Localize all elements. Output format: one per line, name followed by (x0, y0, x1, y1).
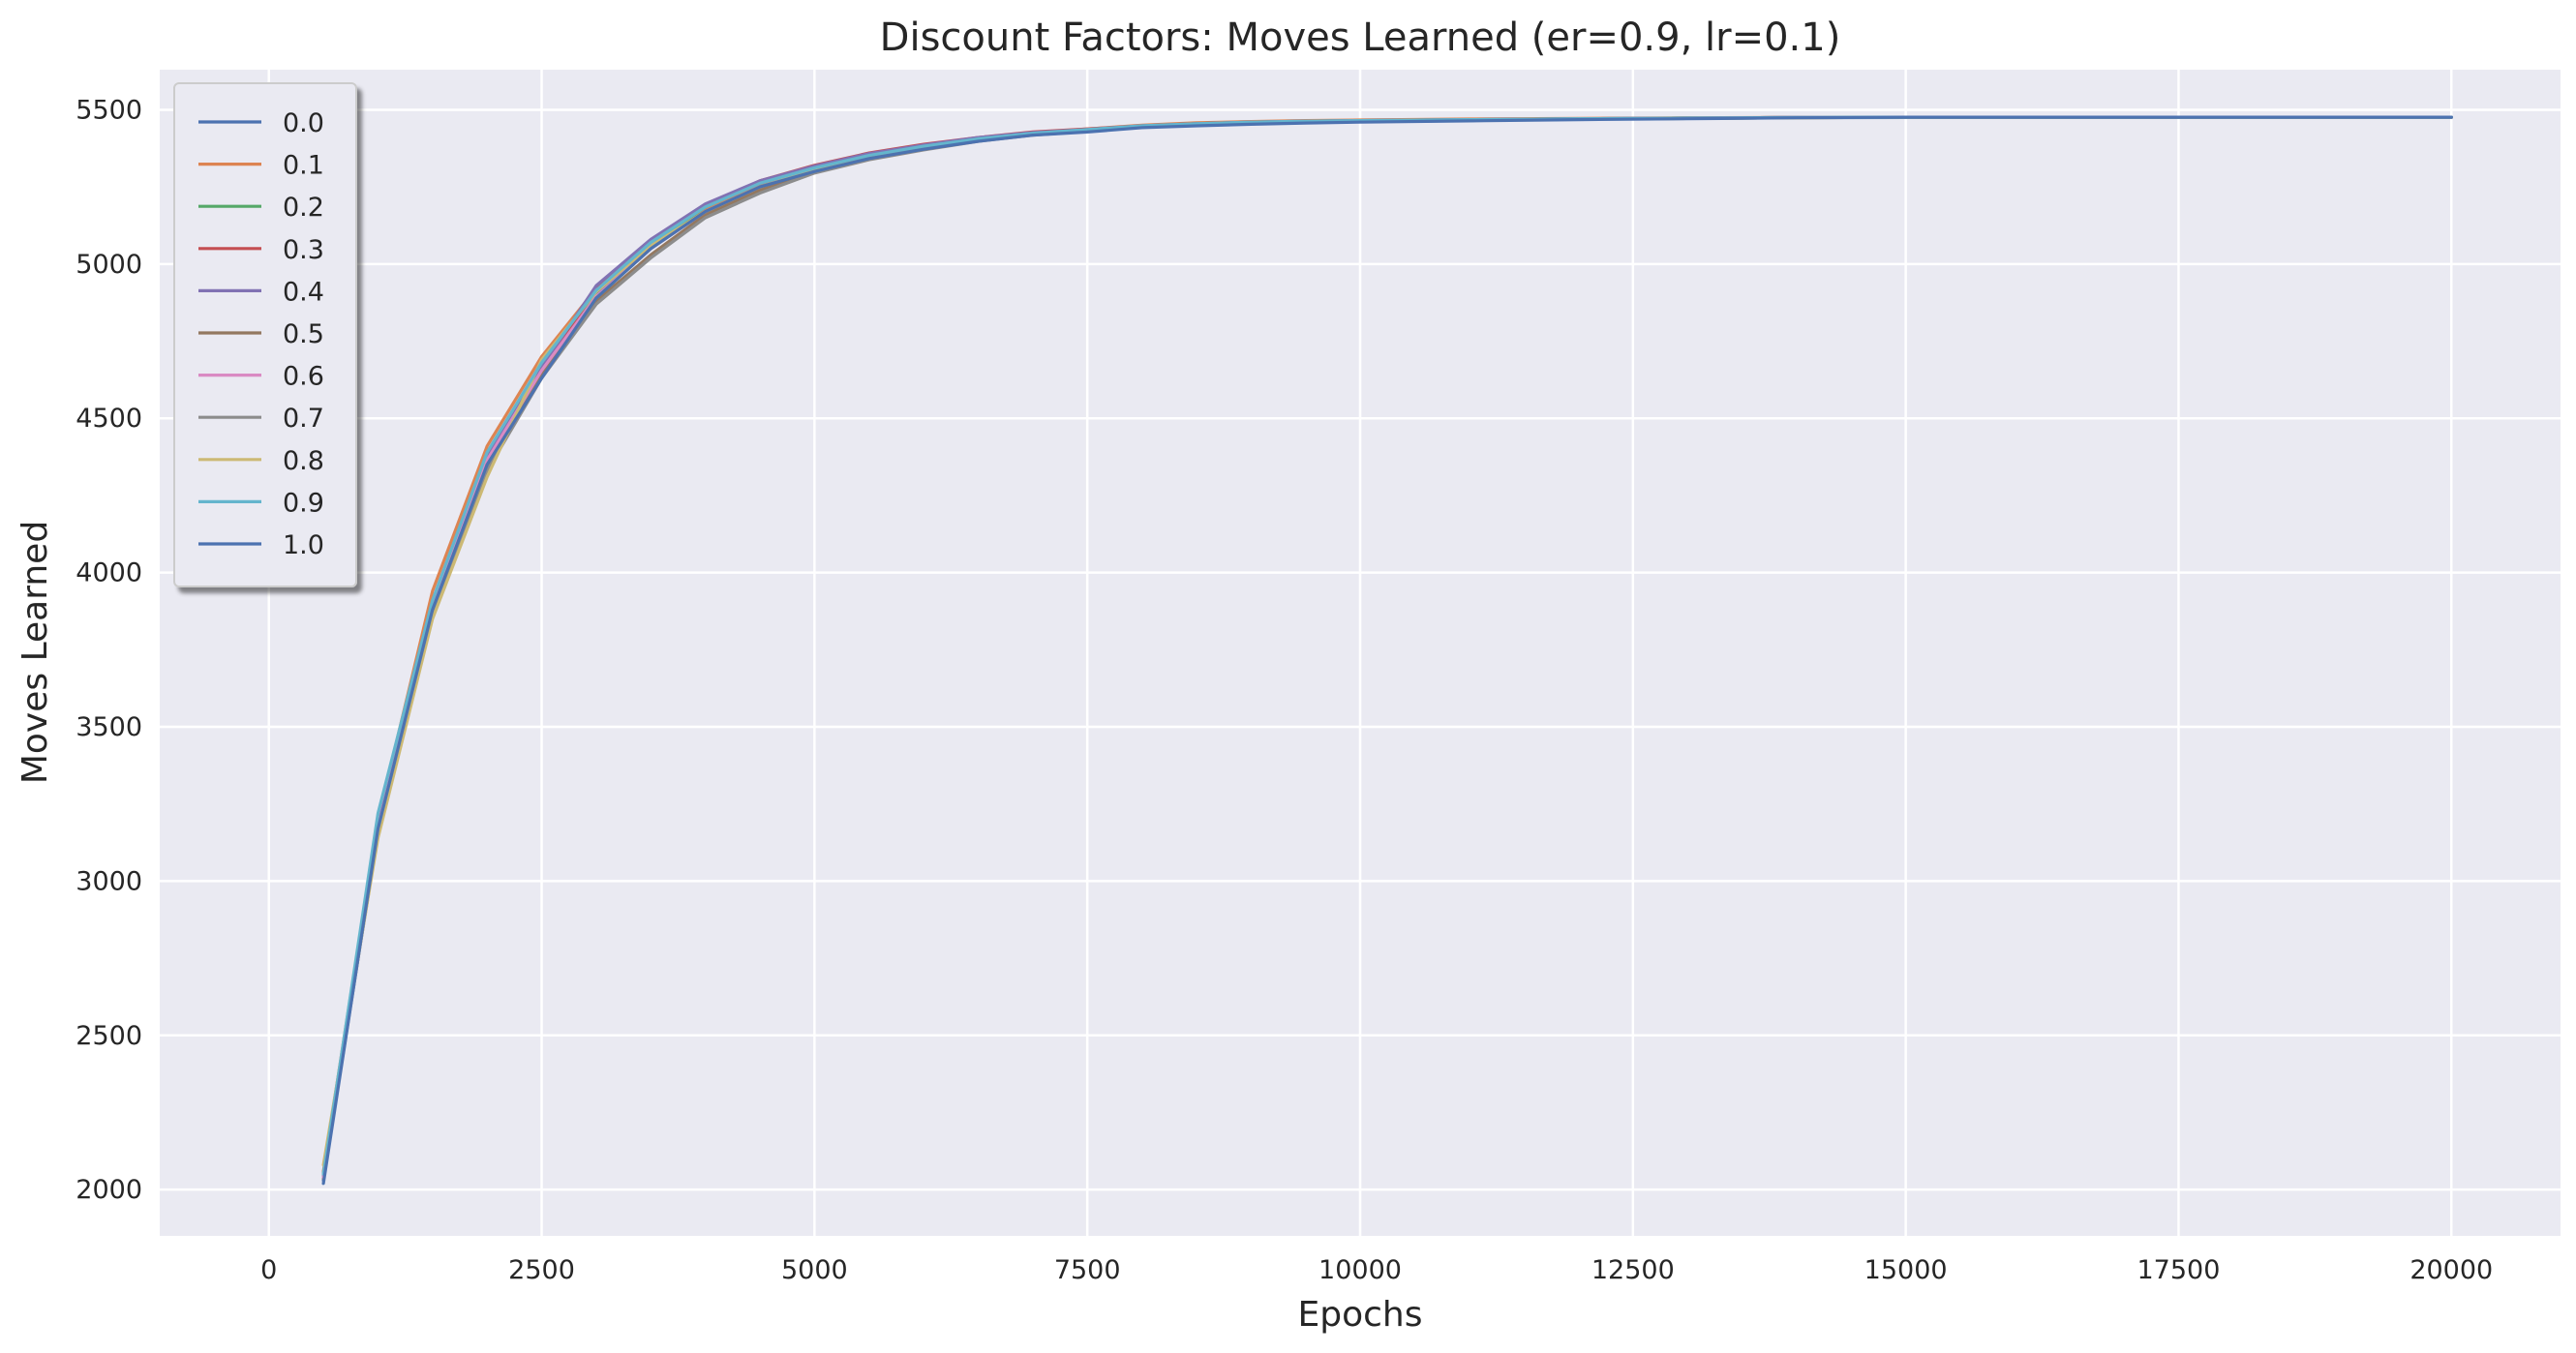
legend-label: 0.3 (283, 235, 324, 265)
y-tick-labels: 2000 2500 3000 3500 4000 4500 5000 5500 (76, 95, 142, 1205)
y-tick-label: 4000 (76, 558, 142, 588)
legend-label: 1.0 (283, 530, 324, 560)
series-layer (321, 115, 2453, 1186)
x-tick-label: 0 (260, 1255, 277, 1285)
x-tick-labels: 0 2500 5000 7500 10000 12500 15000 17500 20000 (260, 1255, 2493, 1285)
x-tick-label: 12500 (1591, 1255, 1675, 1285)
x-tick-label: 10000 (1318, 1255, 1402, 1285)
x-tick-label: 2500 (508, 1255, 575, 1285)
legend-label: 0.9 (283, 488, 324, 518)
y-tick-label: 4500 (76, 404, 142, 434)
y-tick-label: 5500 (76, 95, 142, 125)
legend-label: 0.2 (283, 193, 324, 223)
legend-label: 0.5 (283, 319, 324, 349)
legend-label: 0.6 (283, 362, 324, 392)
x-tick-label: 7500 (1054, 1255, 1121, 1285)
legend-label: 0.0 (283, 108, 324, 138)
legend-label: 0.7 (283, 404, 324, 434)
x-tick-label: 20000 (2409, 1255, 2493, 1285)
x-tick-label: 5000 (781, 1255, 848, 1285)
x-axis-label: Epochs (1298, 1295, 1423, 1335)
y-tick-label: 5000 (76, 250, 142, 280)
series-line-1-0 (321, 115, 2453, 1186)
legend-label: 0.8 (283, 446, 324, 476)
legend-items: 0.0 0.1 0.2 0.3 0.4 0.5 0.6 0.7 0.8 0.9 1.0 (198, 108, 324, 560)
x-tick-label: 17500 (2137, 1255, 2221, 1285)
legend: 0.0 0.1 0.2 0.3 0.4 0.5 0.6 0.7 0.8 0.9 1.0 (173, 82, 357, 587)
legend-label: 0.4 (283, 277, 324, 307)
grid (160, 70, 2561, 1236)
legend-frame (173, 82, 357, 587)
legend-label: 0.1 (283, 151, 324, 181)
y-tick-label: 2000 (76, 1175, 142, 1205)
y-axis-label: Moves Learned (15, 521, 55, 784)
y-tick-label: 3500 (76, 712, 142, 742)
y-tick-label: 2500 (76, 1021, 142, 1051)
chart-title: Discount Factors: Moves Learned (er=0.9,… (880, 15, 1841, 60)
y-tick-label: 3000 (76, 866, 142, 896)
x-tick-label: 15000 (1864, 1255, 1948, 1285)
